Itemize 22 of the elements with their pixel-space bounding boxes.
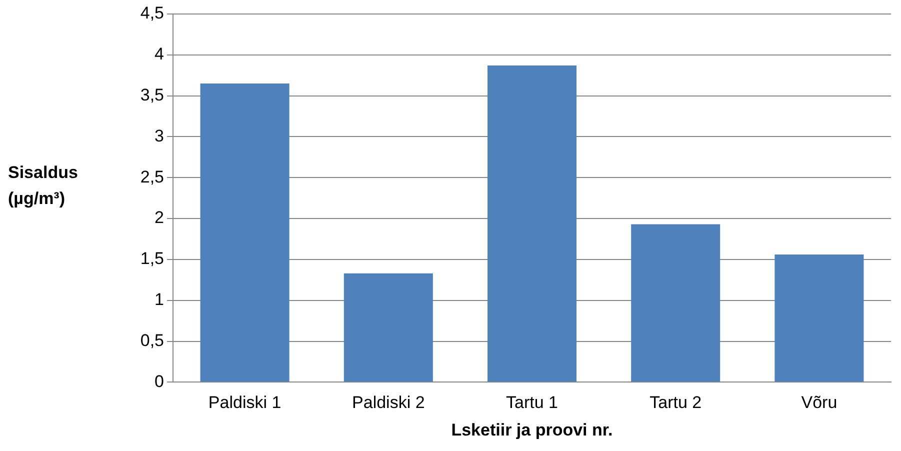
y-tick-label: 4 [154, 44, 164, 64]
y-tick-label: 4,5 [140, 4, 164, 23]
bar [487, 66, 577, 382]
x-tick-label: Tartu 2 [650, 393, 702, 412]
y-tick-label: 2,5 [140, 167, 164, 186]
bar [200, 84, 290, 382]
y-tick-label: 2 [154, 208, 164, 228]
bar [344, 273, 433, 382]
x-tick-label: Võru [801, 393, 838, 412]
y-axis-title: Sisaldus (µg/m³) [8, 162, 79, 210]
x-axis-title: Lsketiir ja proovi nr. [451, 420, 613, 440]
y-tick-label: 1,5 [140, 249, 164, 268]
bar [774, 254, 864, 382]
y-tick-label: 1 [154, 290, 164, 310]
x-tick-label: Tartu 1 [506, 393, 558, 412]
x-tick-label: Paldiski 1 [208, 393, 282, 412]
y-tick-label: 3 [154, 126, 164, 146]
x-tick-label: Paldiski 2 [352, 393, 425, 412]
bar [631, 224, 720, 382]
y-tick-label: 3,5 [140, 86, 164, 105]
y-tick-label: 0,5 [140, 330, 164, 350]
y-tick-label: 0 [154, 372, 164, 391]
